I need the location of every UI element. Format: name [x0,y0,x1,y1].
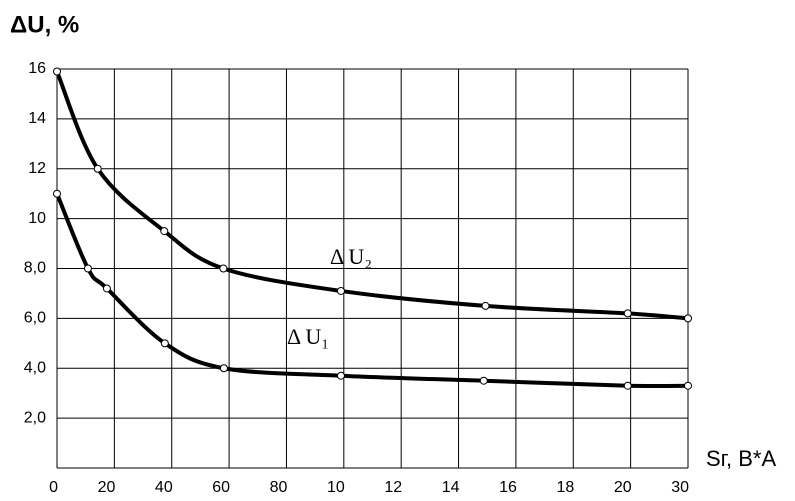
x-tick-label: 0 [49,479,58,496]
y-tick-label: 12 [28,160,46,177]
data-point [160,227,169,236]
data-point [160,339,169,348]
data-point [93,164,102,173]
series-line [55,192,689,389]
data-point [623,309,632,318]
x-tick-label: 12 [384,479,402,496]
data-point [684,314,692,323]
y-tick-label: 8,0 [24,260,46,277]
x-axis-title: Sг, В*А [706,446,776,471]
data-point [53,67,61,76]
data-point [336,371,345,380]
data-point [336,286,345,295]
data-point [53,189,61,198]
x-tick-label: 18 [556,479,574,496]
x-tick-label: 20 [614,479,632,496]
data-point [219,364,228,373]
x-tick-label: 60 [212,479,230,496]
y-axis-title: ΔU, % [10,11,79,38]
x-tick-label: 30 [671,479,689,496]
y-tick-label: 14 [28,110,46,127]
x-tick-label: 16 [499,479,517,496]
x-tick-label: 10 [327,479,345,496]
y-tick-label: 10 [28,210,46,227]
y-tick-label: 6,0 [24,310,46,327]
data-point [684,381,692,390]
x-tick-label: 40 [155,479,173,496]
x-tick-label: 80 [270,479,288,496]
x-tick-label: 20 [98,479,116,496]
data-point [102,284,111,293]
data-point [623,381,632,390]
y-tick-label: 4,0 [24,359,46,376]
data-point [481,301,490,310]
y-tick-label: 16 [28,60,46,77]
x-tick-label: 14 [442,479,460,496]
data-point [219,264,228,273]
series-label: Δ U₁ [287,324,329,349]
data-point [83,264,92,273]
series-label: Δ U₂ [330,244,372,269]
data-point [479,376,488,385]
series-line [55,70,689,321]
y-tick-label: 2,0 [24,409,46,426]
